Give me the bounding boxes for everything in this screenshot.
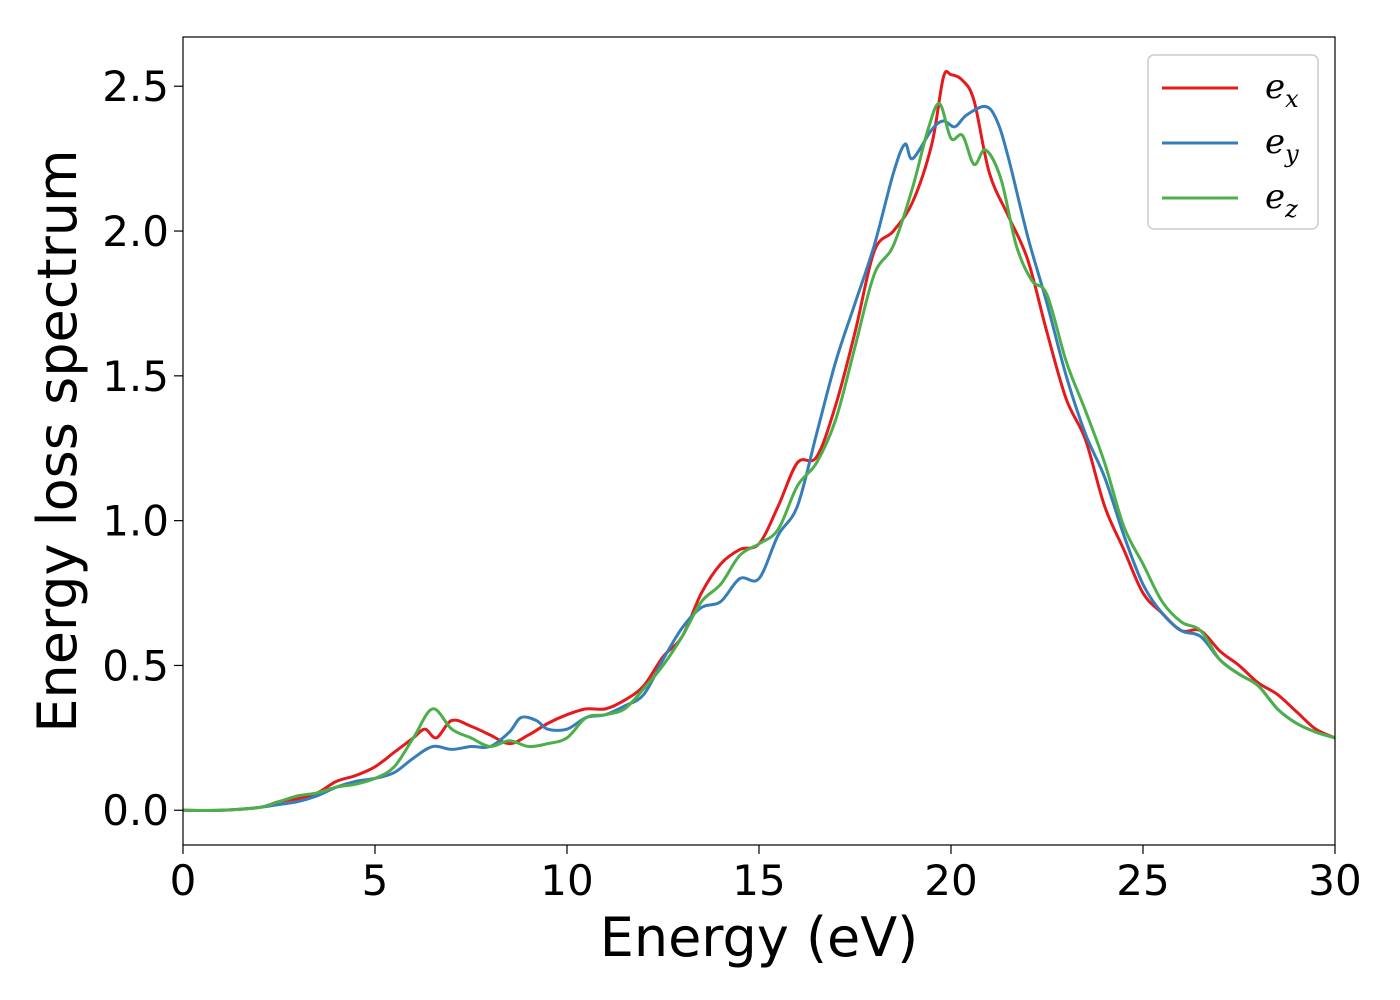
x-tick-label: 30 [1308,856,1361,905]
legend-label-base: e [1265,122,1285,162]
y-tick-label: 2.5 [102,62,169,111]
y-tick-label: 0.5 [102,641,169,690]
legend-label-x: ex [1265,67,1299,113]
y-tick-label: 1.0 [102,497,169,546]
series-line-z [183,102,1335,812]
y-axis: 0.0 0.5 1.0 1.5 2.0 2.5 [102,62,183,835]
x-tick-label: 20 [924,856,977,905]
x-axis: 0 5 10 15 20 25 30 [170,845,1362,905]
y-tick-label: 1.5 [102,352,169,401]
x-tick-label: 25 [1116,856,1169,905]
legend-label-sub: y [1284,140,1299,168]
x-tick-label: 10 [540,856,593,905]
series-line-y [183,104,1335,812]
y-tick-label: 0.0 [102,786,169,835]
legend-label-y: ey [1265,122,1299,168]
y-axis-label: Energy loss spectrum [26,149,89,732]
series-layer [183,69,1335,812]
x-tick-label: 5 [362,856,389,905]
legend-label-z: ez [1265,177,1298,223]
legend-label-sub: x [1285,85,1299,113]
legend-label-base: e [1265,177,1285,217]
x-tick-label: 15 [732,856,785,905]
legend-label-sub: z [1284,195,1298,223]
x-axis-label: Energy (eV) [600,906,919,969]
x-tick-label: 0 [170,856,197,905]
legend-label-base: e [1265,67,1285,107]
y-tick-label: 2.0 [102,207,169,256]
